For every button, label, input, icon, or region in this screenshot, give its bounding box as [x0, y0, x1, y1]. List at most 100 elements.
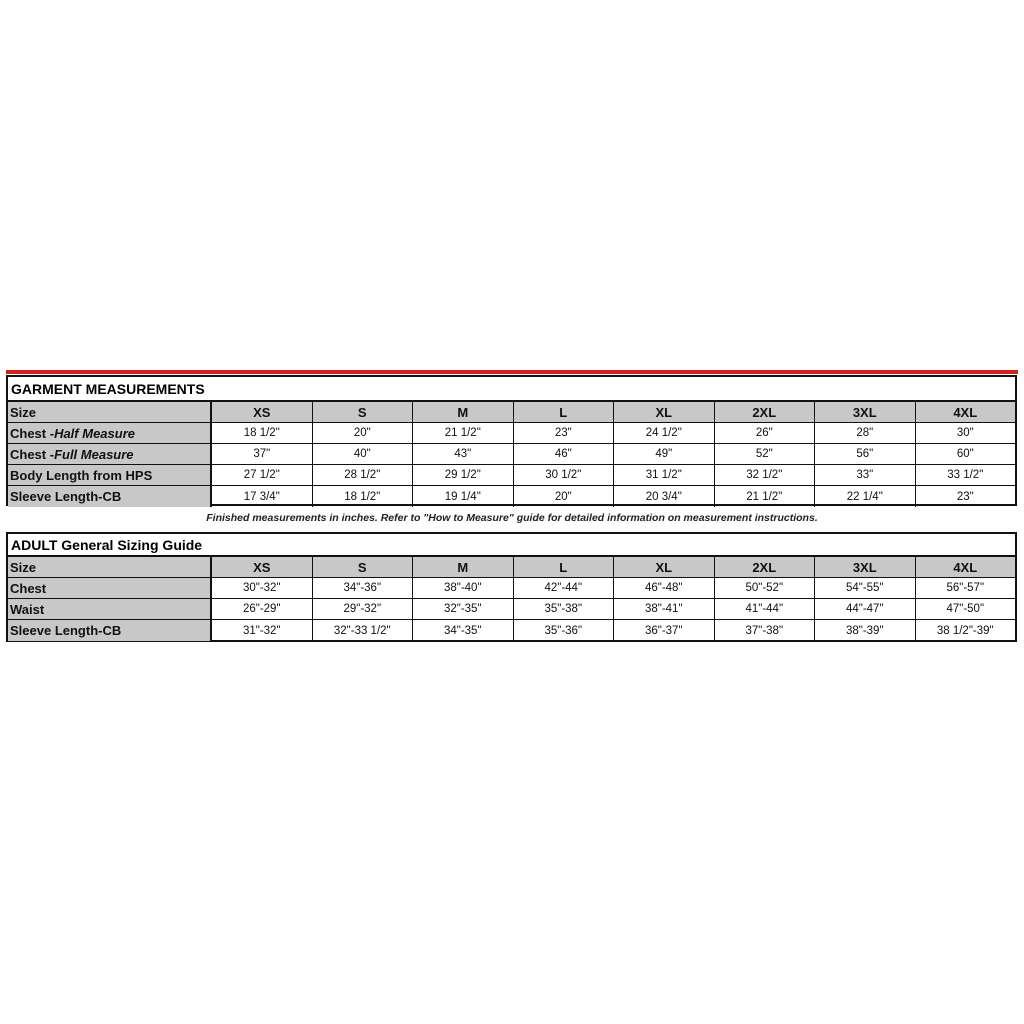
table-cell: 35"-36" [512, 620, 614, 641]
table-cell: 32 1/2" [713, 465, 815, 485]
table-cell: 31 1/2" [613, 465, 714, 485]
size-header: S [311, 557, 412, 577]
table-cell: 22 1/4" [814, 486, 915, 507]
table-cell: 30" [914, 423, 1016, 443]
table-cell: 37"-38" [713, 620, 815, 641]
row-label-text: Waist [10, 601, 45, 617]
table-cell: 26" [713, 423, 815, 443]
table-cell: 38"-40" [412, 578, 513, 598]
table-cell: 18 1/2" [311, 486, 413, 507]
size-header: M [412, 402, 513, 422]
table-row: Chest - Half Measure 18 1/2" 20" 21 1/2" 23"… [8, 423, 1015, 444]
table-cell: 26"-29" [211, 599, 312, 619]
size-header: L [512, 557, 613, 577]
table-cell: 41"-44" [713, 599, 815, 619]
table-cell: 46" [512, 444, 614, 464]
table-cell: 32"-33 1/2" [311, 620, 413, 641]
table-cell: 20" [512, 486, 614, 507]
row-label-italic: Half Measure [54, 425, 135, 441]
table-cell: 20" [311, 423, 413, 443]
row-label-text: Chest - [10, 446, 55, 462]
table-cell: 60" [914, 444, 1016, 464]
table-cell: 19 1/4" [412, 486, 513, 507]
row-label-text: Sleeve Length-CB [10, 623, 122, 638]
table-cell: 47"-50" [914, 599, 1016, 619]
size-header: 4XL [914, 402, 1015, 422]
size-header: 4XL [914, 557, 1015, 577]
table-cell: 34"-35" [412, 620, 513, 641]
size-header: 3XL [814, 402, 915, 422]
table-cell: 56"-57" [914, 578, 1016, 598]
table-title: ADULT General Sizing Guide [8, 534, 1015, 557]
table-cell: 52" [713, 444, 815, 464]
size-header-row: Size XS S M L XL 2XL 3XL 4XL [8, 402, 1015, 423]
measurement-note: Finished measurements in inches. Refer t… [206, 512, 818, 524]
row-label: Chest - Half Measure [8, 423, 211, 443]
table-cell: 38"-39" [814, 620, 915, 641]
row-label-text: Chest - [10, 425, 55, 441]
table-cell: 30"-32" [211, 578, 312, 598]
table-cell: 18 1/2" [211, 423, 312, 443]
table-row: Sleeve Length-CB 17 3/4" 18 1/2" 19 1/4" 20"… [8, 486, 1015, 507]
table-row: Waist 26"-29" 29"-32" 32"-35" 35"-38" 38"-41"… [8, 599, 1015, 620]
size-header: XL [613, 557, 714, 577]
row-label: Sleeve Length-CB [8, 486, 211, 507]
size-header: XS [211, 557, 312, 577]
table-cell: 33" [814, 465, 915, 485]
table-cell: 38 1/2"-39" [914, 620, 1016, 641]
table-row: Chest 30"-32" 34"-36" 38"-40" 42"-44" 46"-48"… [8, 578, 1015, 599]
adult-sizing-table: ADULT General Sizing Guide Size XS S M L XL 2X… [6, 532, 1017, 642]
table-cell: 30 1/2" [512, 465, 614, 485]
table-cell: 37" [211, 444, 312, 464]
table-cell: 17 3/4" [211, 486, 312, 507]
table-cell: 35"-38" [512, 599, 614, 619]
table-cell: 23" [914, 486, 1016, 507]
row-label: Chest - Full Measure [8, 444, 211, 464]
red-accent-bar [6, 370, 1018, 374]
table-cell: 54"-55" [814, 578, 915, 598]
table-cell: 24 1/2" [613, 423, 714, 443]
table-cell: 56" [814, 444, 915, 464]
table-row: Body Length from HPS 27 1/2" 28 1/2" 29 1/2… [8, 465, 1015, 486]
table-cell: 28 1/2" [311, 465, 413, 485]
row-label: Chest [8, 578, 211, 598]
table-cell: 21 1/2" [412, 423, 513, 443]
table-cell: 40" [311, 444, 413, 464]
table-cell: 33 1/2" [914, 465, 1016, 485]
size-header: L [512, 402, 613, 422]
size-header-row: Size XS S M L XL 2XL 3XL 4XL [8, 557, 1015, 578]
size-label: Size [8, 402, 211, 422]
table-title: GARMENT MEASUREMENTS [8, 377, 1015, 402]
row-label-text: Sleeve Length-CB [10, 489, 122, 504]
table-cell: 49" [613, 444, 714, 464]
row-label-italic: Full Measure [54, 446, 134, 462]
size-header: XL [613, 402, 714, 422]
size-header: S [311, 402, 412, 422]
table-cell: 43" [412, 444, 513, 464]
table-cell: 32"-35" [412, 599, 513, 619]
table-cell: 42"-44" [512, 578, 614, 598]
row-label: Body Length from HPS [8, 465, 211, 485]
table-cell: 20 3/4" [613, 486, 714, 507]
table-cell: 31"-32" [211, 620, 312, 641]
table-cell: 38"-41" [613, 599, 714, 619]
size-header: 2XL [713, 402, 814, 422]
size-header: 2XL [713, 557, 814, 577]
table-cell: 50"-52" [713, 578, 815, 598]
table-cell: 23" [512, 423, 614, 443]
table-cell: 21 1/2" [713, 486, 815, 507]
table-cell: 29"-32" [311, 599, 413, 619]
size-header: XS [211, 402, 312, 422]
table-cell: 44"-47" [814, 599, 915, 619]
size-header: M [412, 557, 513, 577]
row-label-text: Chest [10, 580, 47, 596]
table-cell: 46"-48" [613, 578, 714, 598]
table-cell: 36"-37" [613, 620, 714, 641]
size-label: Size [8, 557, 211, 577]
garment-measurements-table: GARMENT MEASUREMENTS Size XS S M L XL 2XL 3XL 4X… [6, 375, 1017, 507]
row-label-text: Body Length from HPS [10, 467, 153, 483]
table-cell: 27 1/2" [211, 465, 312, 485]
table-row: Sleeve Length-CB 31"-32" 32"-33 1/2" 34"-35… [8, 620, 1015, 641]
table-cell: 29 1/2" [412, 465, 513, 485]
table-cell: 28" [814, 423, 915, 443]
